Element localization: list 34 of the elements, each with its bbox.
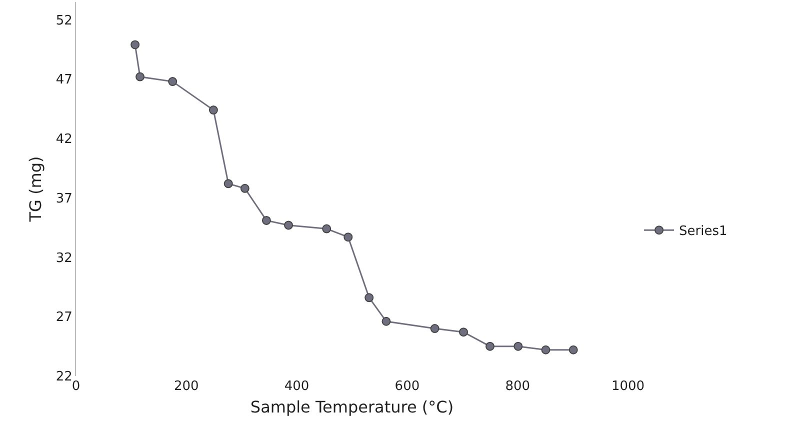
point [364, 293, 374, 302]
point [284, 220, 294, 230]
point [130, 40, 140, 50]
x-tick-label: 400 [284, 379, 310, 394]
y-tick-label: 32 [56, 250, 72, 266]
point [168, 77, 178, 86]
x-axis-title: Sample Temperature (°C) [250, 398, 454, 417]
x-tick-label: 600 [394, 379, 420, 394]
point [486, 342, 494, 351]
point [262, 216, 271, 225]
point [382, 316, 391, 326]
x-tick-label: 1000 [611, 379, 645, 394]
y-tick-label: 22 [56, 370, 72, 385]
point [514, 342, 523, 351]
point [459, 328, 468, 337]
point [224, 179, 233, 188]
point [541, 345, 550, 354]
point [208, 106, 218, 115]
y-axis-title: TG (mg) [26, 156, 45, 223]
y-tick-label: 52 [56, 13, 72, 28]
legend-label: Series1 [679, 224, 728, 240]
point [568, 345, 578, 354]
y-tick-label: 27 [56, 310, 72, 326]
y-tick-label: 47 [56, 72, 72, 88]
point [344, 232, 353, 242]
point [430, 324, 440, 334]
y-tick-label: 37 [56, 191, 72, 206]
x-tick-label: 0 [72, 379, 80, 394]
x-tick-label: 200 [174, 379, 199, 394]
x-tick-label: 800 [505, 379, 530, 394]
point [240, 184, 250, 193]
point [136, 72, 145, 82]
y-tick-label: 42 [56, 132, 72, 148]
point [322, 224, 332, 234]
